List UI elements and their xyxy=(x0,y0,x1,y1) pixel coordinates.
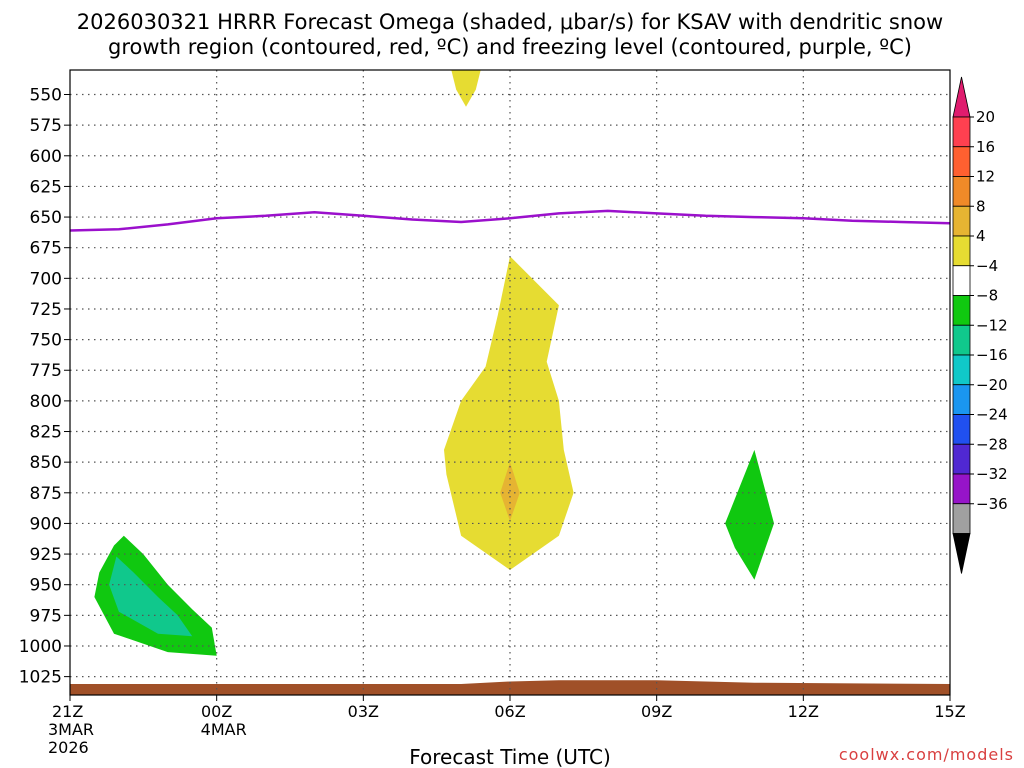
colorbar-segment xyxy=(952,324,971,356)
chart-title-line2: growth region (contoured, red, ºC) and f… xyxy=(108,35,912,59)
x-tick-label: 3MAR xyxy=(48,720,94,739)
chart-title-line1: 2026030321 HRRR Forecast Omega (shaded, … xyxy=(77,10,943,34)
x-tick-label: 4MAR xyxy=(201,720,247,739)
colorbar-bottom-arrow xyxy=(952,533,971,574)
y-tick-label: 725 xyxy=(30,300,62,320)
colorbar-label: −12 xyxy=(976,316,1008,334)
y-tick-label: 750 xyxy=(30,331,62,351)
colorbar-segment xyxy=(952,473,971,505)
y-tick-label: 800 xyxy=(30,392,62,412)
y-tick-label: 625 xyxy=(30,177,62,197)
colorbar-label: 16 xyxy=(976,138,995,156)
colorbar-segment xyxy=(952,443,971,475)
x-axis-label: Forecast Time (UTC) xyxy=(409,745,611,768)
x-tick-label: 21Z xyxy=(52,702,83,721)
colorbar-label: −36 xyxy=(976,495,1008,513)
y-tick-label: 900 xyxy=(30,514,62,534)
colorbar-label: 20 xyxy=(976,108,995,126)
colorbar-top-arrow xyxy=(952,76,971,118)
y-tick-label: 1025 xyxy=(19,668,62,688)
x-tick-label: 03Z xyxy=(348,702,379,721)
colorbar-label: 4 xyxy=(976,227,986,245)
colorbar-segment xyxy=(952,116,971,148)
colorbar-segment xyxy=(952,295,971,326)
colorbar-segment xyxy=(952,205,971,237)
colorbar-segment xyxy=(952,235,971,267)
y-tick-label: 1000 xyxy=(19,637,62,657)
colorbar-label: −28 xyxy=(976,435,1008,453)
y-tick-label: 850 xyxy=(30,453,62,473)
surface-ground xyxy=(70,680,950,695)
omega-region xyxy=(725,449,774,580)
y-tick-label: 950 xyxy=(30,576,62,596)
y-tick-label: 700 xyxy=(30,269,62,289)
x-tick-label: 12Z xyxy=(788,702,819,721)
colorbar-segment xyxy=(952,503,971,534)
y-tick-label: 600 xyxy=(30,147,62,167)
colorbar-label: 12 xyxy=(976,168,995,186)
omega-region xyxy=(451,70,481,107)
colorbar-segment xyxy=(952,146,971,177)
colorbar-label: −4 xyxy=(976,257,998,275)
colorbar-segment xyxy=(952,176,971,207)
y-tick-label: 925 xyxy=(30,545,62,565)
x-tick-label: 2026 xyxy=(48,738,89,757)
x-tick-label: 09Z xyxy=(641,702,672,721)
y-tick-label: 675 xyxy=(30,239,62,259)
y-tick-label: 975 xyxy=(30,606,62,626)
colorbar-segment xyxy=(952,354,971,386)
y-tick-label: 650 xyxy=(30,208,62,228)
omega-region xyxy=(109,556,193,637)
colorbar-label: −24 xyxy=(976,406,1008,424)
x-tick-label: 15Z xyxy=(934,702,965,721)
credit-text: coolwx.com/models xyxy=(839,745,1014,764)
colorbar-segment xyxy=(952,414,971,445)
freezing-level-line xyxy=(70,209,950,232)
y-tick-label: 825 xyxy=(30,423,62,443)
omega-region xyxy=(444,256,574,570)
colorbar-label: −8 xyxy=(976,287,998,305)
y-tick-label: 550 xyxy=(30,86,62,106)
y-tick-label: 575 xyxy=(30,116,62,136)
colorbar-label: −16 xyxy=(976,346,1008,364)
y-tick-label: 875 xyxy=(30,484,62,504)
colorbar-segment xyxy=(952,265,971,296)
y-tick-label: 775 xyxy=(30,361,62,381)
colorbar-label: −20 xyxy=(976,376,1008,394)
omega-region xyxy=(500,462,520,521)
colorbar-segment xyxy=(952,384,971,415)
colorbar-label: 8 xyxy=(976,197,986,215)
colorbar-label: −32 xyxy=(976,465,1008,483)
x-tick-label: 06Z xyxy=(494,702,525,721)
x-tick-label: 00Z xyxy=(201,702,232,721)
